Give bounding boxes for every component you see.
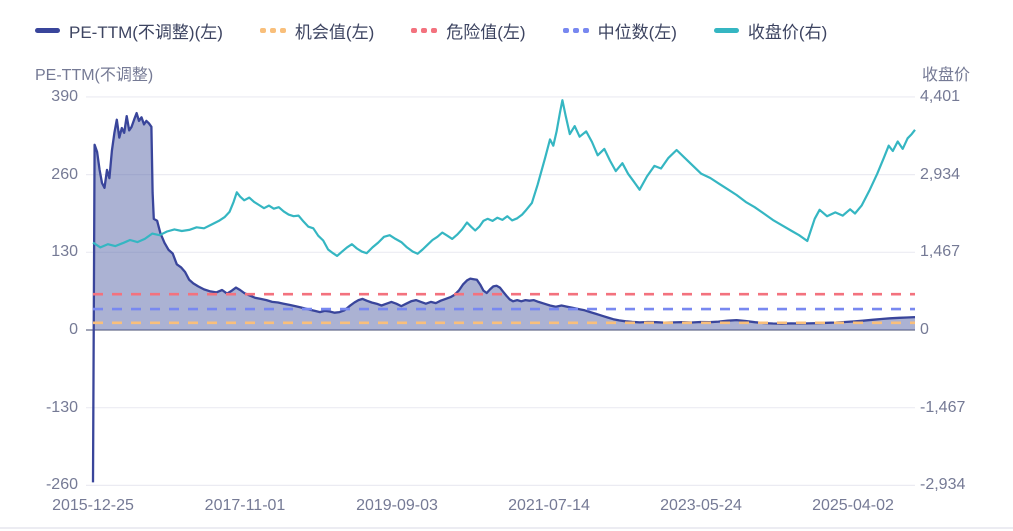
legend-item[interactable]: 收盘价(右) [713, 18, 828, 43]
left-axis-title: PE-TTM(不调整) [35, 67, 154, 84]
left-axis-tick-label: 260 [51, 165, 78, 183]
right-axis-title: 收盘价 [922, 67, 971, 84]
legend-dots-marker-icon [562, 28, 589, 33]
left-axis-tick-label: 0 [69, 321, 78, 338]
legend-item[interactable]: 危险值(左) [411, 18, 526, 43]
x-axis-tick-label: 2019-09-03 [356, 497, 438, 514]
legend-item-label: 危险值(左) [446, 23, 526, 42]
left-axis-tick-label: -130 [45, 398, 78, 416]
pe-ttm-line-series [91, 111, 916, 483]
legend-line-marker-icon [35, 28, 60, 33]
x-axis-tick-label: 2023-05-24 [660, 497, 742, 514]
pe-ttm-area-fill [93, 113, 915, 483]
legend-line-marker-icon [713, 28, 739, 33]
right-axis-tick-label: -2,934 [920, 476, 966, 494]
right-axis-tick-label: -1,467 [920, 398, 966, 416]
left-axis-tick-label: -260 [45, 476, 78, 494]
x-axis-tick-label: 2021-07-14 [508, 497, 590, 514]
legend-dots-marker-icon [259, 28, 286, 33]
x-axis-tick-label: 2025-04-02 [812, 497, 894, 514]
legend-item-label: PE-TTM(不调整)(左) [69, 23, 223, 42]
bottom-divider [0, 527, 1013, 529]
right-axis-tick-label: 1,467 [920, 243, 961, 261]
legend-item-label: 中位数(左) [597, 23, 677, 42]
left-axis-tick-label: 130 [51, 243, 78, 261]
legend-item-label: 收盘价(右) [747, 23, 828, 42]
legend-dots-marker-icon [411, 28, 438, 33]
legend-item[interactable]: 中位数(左) [562, 18, 677, 43]
right-axis-tick-label: 2,934 [920, 165, 961, 183]
legend-item[interactable]: PE-TTM(不调整)(左) [35, 18, 223, 43]
x-axis-tick-label: 2015-12-25 [52, 497, 134, 514]
left-axis-tick-label: 390 [51, 87, 78, 105]
right-axis-tick-label: 4,401 [920, 87, 961, 105]
legend: PE-TTM(不调整)(左) 机会值(左) 危险值(左) 中位数(左) 收盘价(右) [35, 18, 827, 43]
x-axis-tick-label: 2017-11-01 [204, 497, 286, 514]
legend-item-label: 机会值(左) [294, 23, 375, 42]
close-price-line-series [92, 99, 916, 257]
legend-item[interactable]: 机会值(左) [259, 18, 375, 43]
right-axis-tick-label: 0 [920, 321, 929, 338]
